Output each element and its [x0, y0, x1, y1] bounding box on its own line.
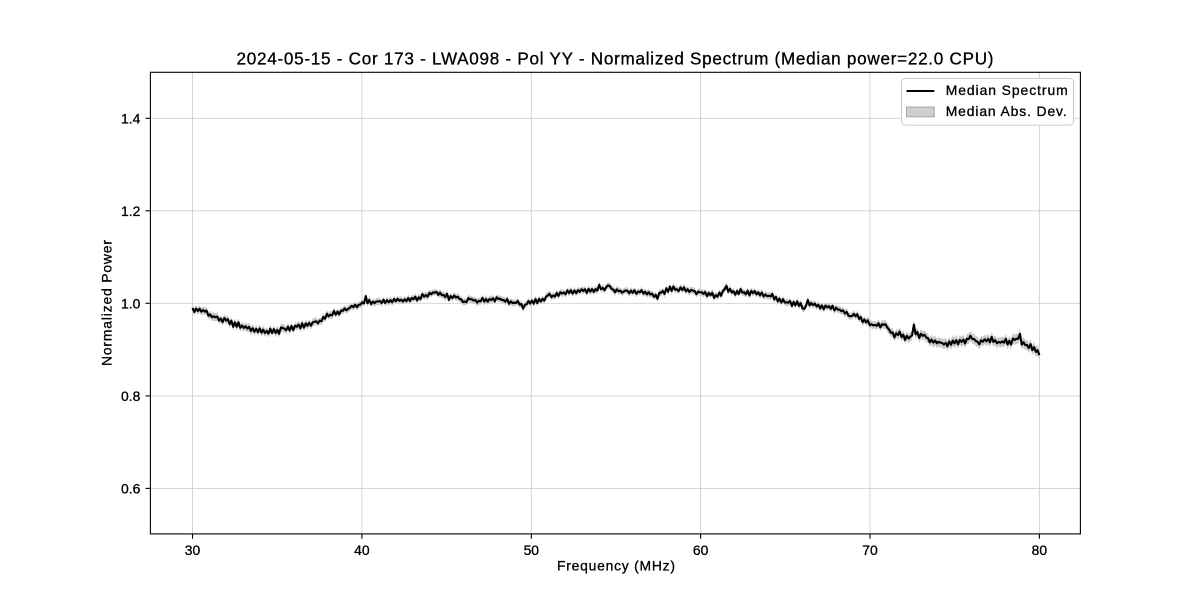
svg-text:0.8: 0.8 [121, 388, 141, 404]
svg-text:70: 70 [862, 542, 878, 558]
svg-text:2024-05-15 - Cor 173 - LWA098: 2024-05-15 - Cor 173 - LWA098 - Pol YY -… [237, 50, 994, 69]
svg-text:0.6: 0.6 [121, 480, 141, 496]
svg-text:Normalized Power: Normalized Power [99, 240, 115, 366]
svg-text:1.4: 1.4 [121, 110, 141, 126]
svg-text:Median Abs. Dev.: Median Abs. Dev. [946, 103, 1067, 119]
svg-text:80: 80 [1032, 542, 1048, 558]
svg-text:50: 50 [524, 542, 540, 558]
svg-text:Frequency (MHz): Frequency (MHz) [557, 558, 675, 574]
svg-text:30: 30 [185, 542, 201, 558]
svg-text:Median Spectrum: Median Spectrum [946, 82, 1068, 98]
svg-text:1.2: 1.2 [121, 203, 141, 219]
svg-text:60: 60 [693, 542, 709, 558]
svg-text:40: 40 [354, 542, 370, 558]
svg-text:1.0: 1.0 [121, 295, 141, 311]
